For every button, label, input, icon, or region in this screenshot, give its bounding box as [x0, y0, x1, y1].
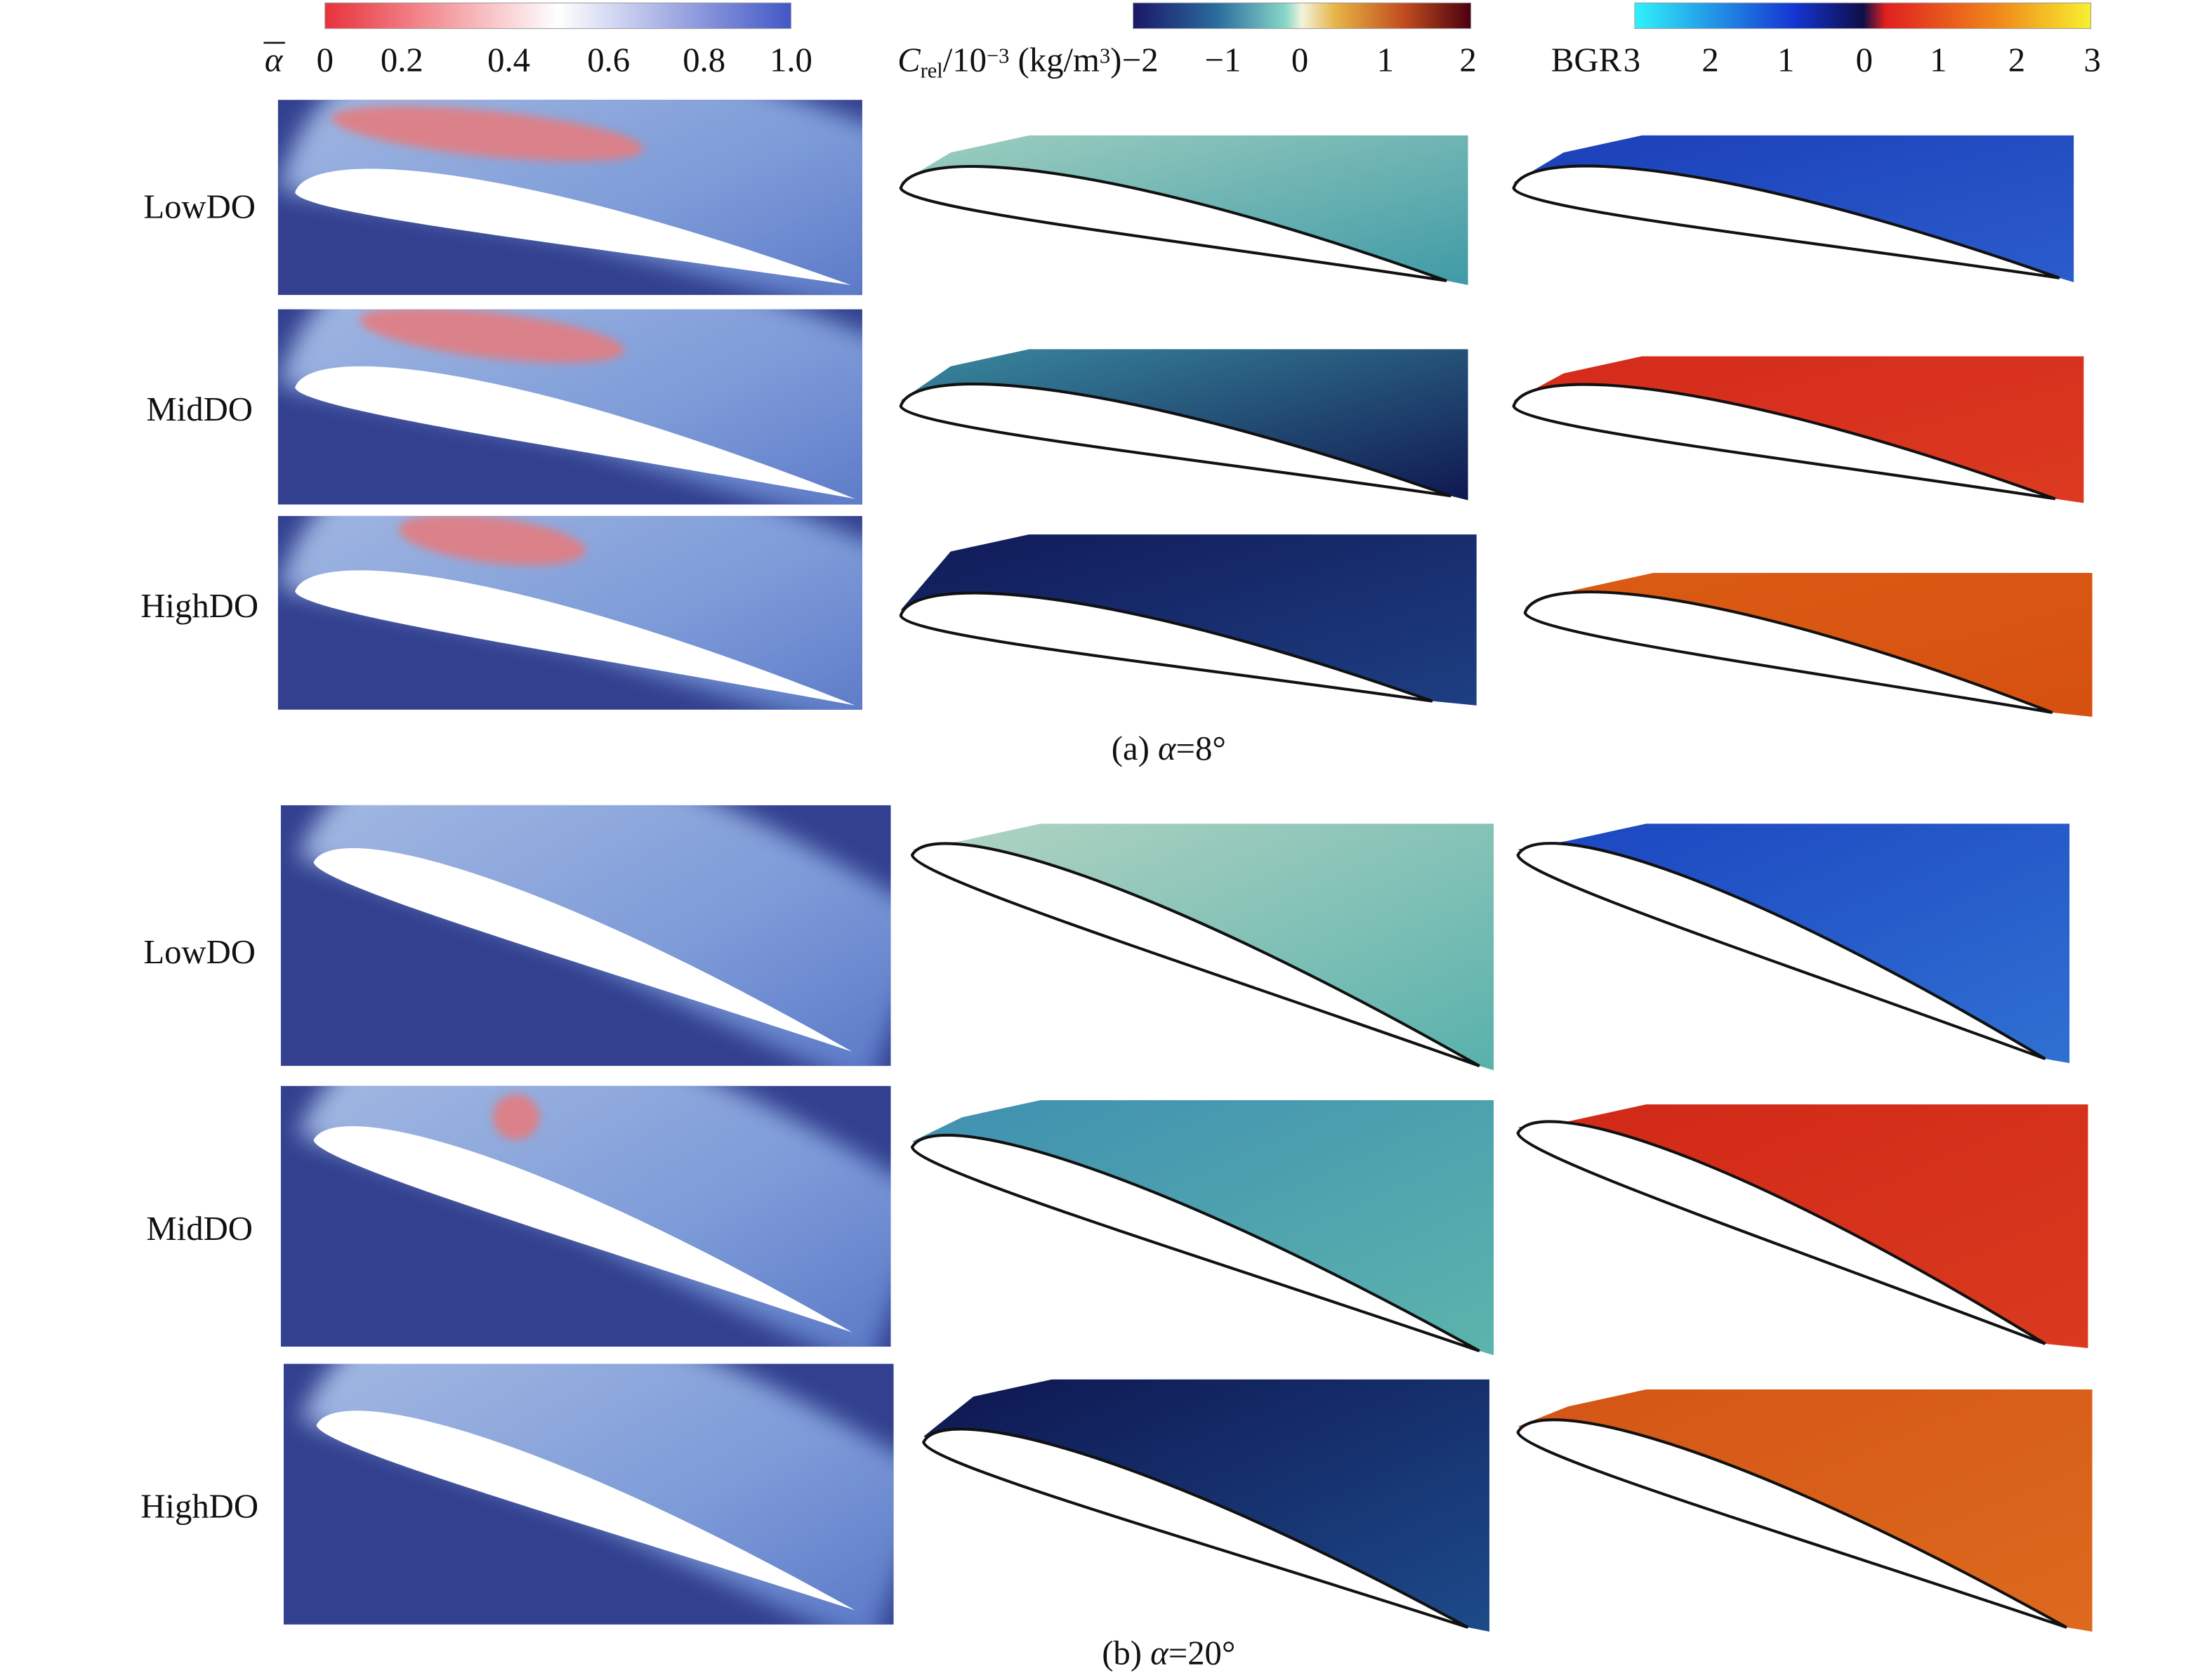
airfoil: [1516, 1418, 2067, 1629]
label-part: ): [1110, 41, 1121, 79]
airfoil: [295, 570, 855, 706]
alpha-field: [277, 309, 862, 505]
airfoil: [295, 366, 855, 499]
caption-prefix: (b): [1102, 1634, 1150, 1672]
colorbar-label: α: [265, 41, 284, 79]
colorbar-tick-label: 3: [2083, 41, 2100, 79]
airfoil: [1516, 1120, 2046, 1345]
label-part: (kg/m: [1009, 41, 1100, 79]
airfoil: [1512, 164, 2060, 279]
colorbar-tick-label: 0.8: [683, 41, 725, 79]
colorbar-tick-label: 1: [1377, 41, 1394, 79]
colorbar-tick-label: 2: [1459, 41, 1476, 79]
red-region: [492, 1094, 540, 1140]
colorbar-tick-label: 0: [1291, 41, 1308, 79]
caption-suffix: =8°: [1176, 729, 1226, 767]
row-label: LowDO: [143, 188, 256, 226]
caption-suffix: =20°: [1168, 1634, 1236, 1672]
caption-symbol: α: [1150, 1634, 1169, 1672]
alpha-field: [283, 1363, 894, 1625]
row-label: HighDO: [140, 587, 258, 625]
alpha-field: [280, 1085, 891, 1347]
colorbar-tick-label: 1: [1930, 41, 1947, 79]
colorbar-tick-label: 1.0: [770, 41, 812, 79]
airfoil: [899, 165, 1447, 282]
airfoil: [1512, 383, 2056, 501]
colorbar: [324, 2, 791, 29]
airfoil: [1516, 842, 2046, 1061]
alpha-field: [277, 515, 862, 710]
airfoil: [313, 847, 852, 1052]
row-label: HighDO: [140, 1488, 258, 1526]
colorbar-tick-label: 2: [1701, 41, 1718, 79]
caption: (b) α=20°: [1102, 1634, 1235, 1672]
airfoil: [1523, 590, 2053, 714]
airfoil: [910, 1133, 1480, 1353]
label-part: 3: [1100, 44, 1110, 68]
label-part: /10: [943, 41, 987, 79]
colorbar-tick-label: −2: [1122, 41, 1159, 79]
airfoil: [899, 591, 1433, 703]
alpha-field: [277, 100, 862, 296]
colorbar-tick-label: 0: [1856, 41, 1873, 79]
caption: (a) α=8°: [1112, 729, 1226, 767]
row-label: MidDO: [146, 1210, 253, 1248]
colorbar-tick-label: −1: [1205, 41, 1242, 79]
colorbar-tick-label: 3: [1624, 41, 1640, 79]
colorbar-tick-label: 1: [1777, 41, 1794, 79]
label-part: rel: [921, 59, 943, 83]
row-label: LowDO: [143, 933, 256, 971]
airfoil: [313, 1125, 852, 1333]
label-part: C: [897, 41, 921, 79]
red-region: [331, 105, 644, 161]
airfoil: [316, 1411, 855, 1611]
colorbar-label: BGR: [1551, 41, 1622, 79]
label-part: −3: [987, 44, 1009, 68]
colorbar-label: Crel/10−3 (kg/m3): [897, 41, 1121, 83]
airfoil: [295, 169, 851, 286]
airfoil: [910, 842, 1480, 1068]
colorbar-tick-label: 0.4: [487, 41, 530, 79]
colorbar: [1133, 2, 1472, 29]
crel-field: [900, 534, 1477, 706]
alpha-field: [280, 805, 891, 1066]
airfoil: [899, 383, 1451, 498]
colorbar-tick-label: 0.2: [381, 41, 423, 79]
airfoil: [922, 1427, 1469, 1629]
caption-symbol: α: [1158, 729, 1177, 767]
row-label: MidDO: [146, 390, 253, 428]
colorbar-tick-label: 0.6: [587, 41, 630, 79]
colorbar-tick-label: 2: [2008, 41, 2025, 79]
caption-prefix: (a): [1112, 729, 1158, 767]
colorbar: [1634, 2, 2091, 29]
red-region: [398, 515, 586, 566]
red-region: [359, 309, 624, 363]
colorbar-tick-label: 0: [317, 41, 334, 79]
